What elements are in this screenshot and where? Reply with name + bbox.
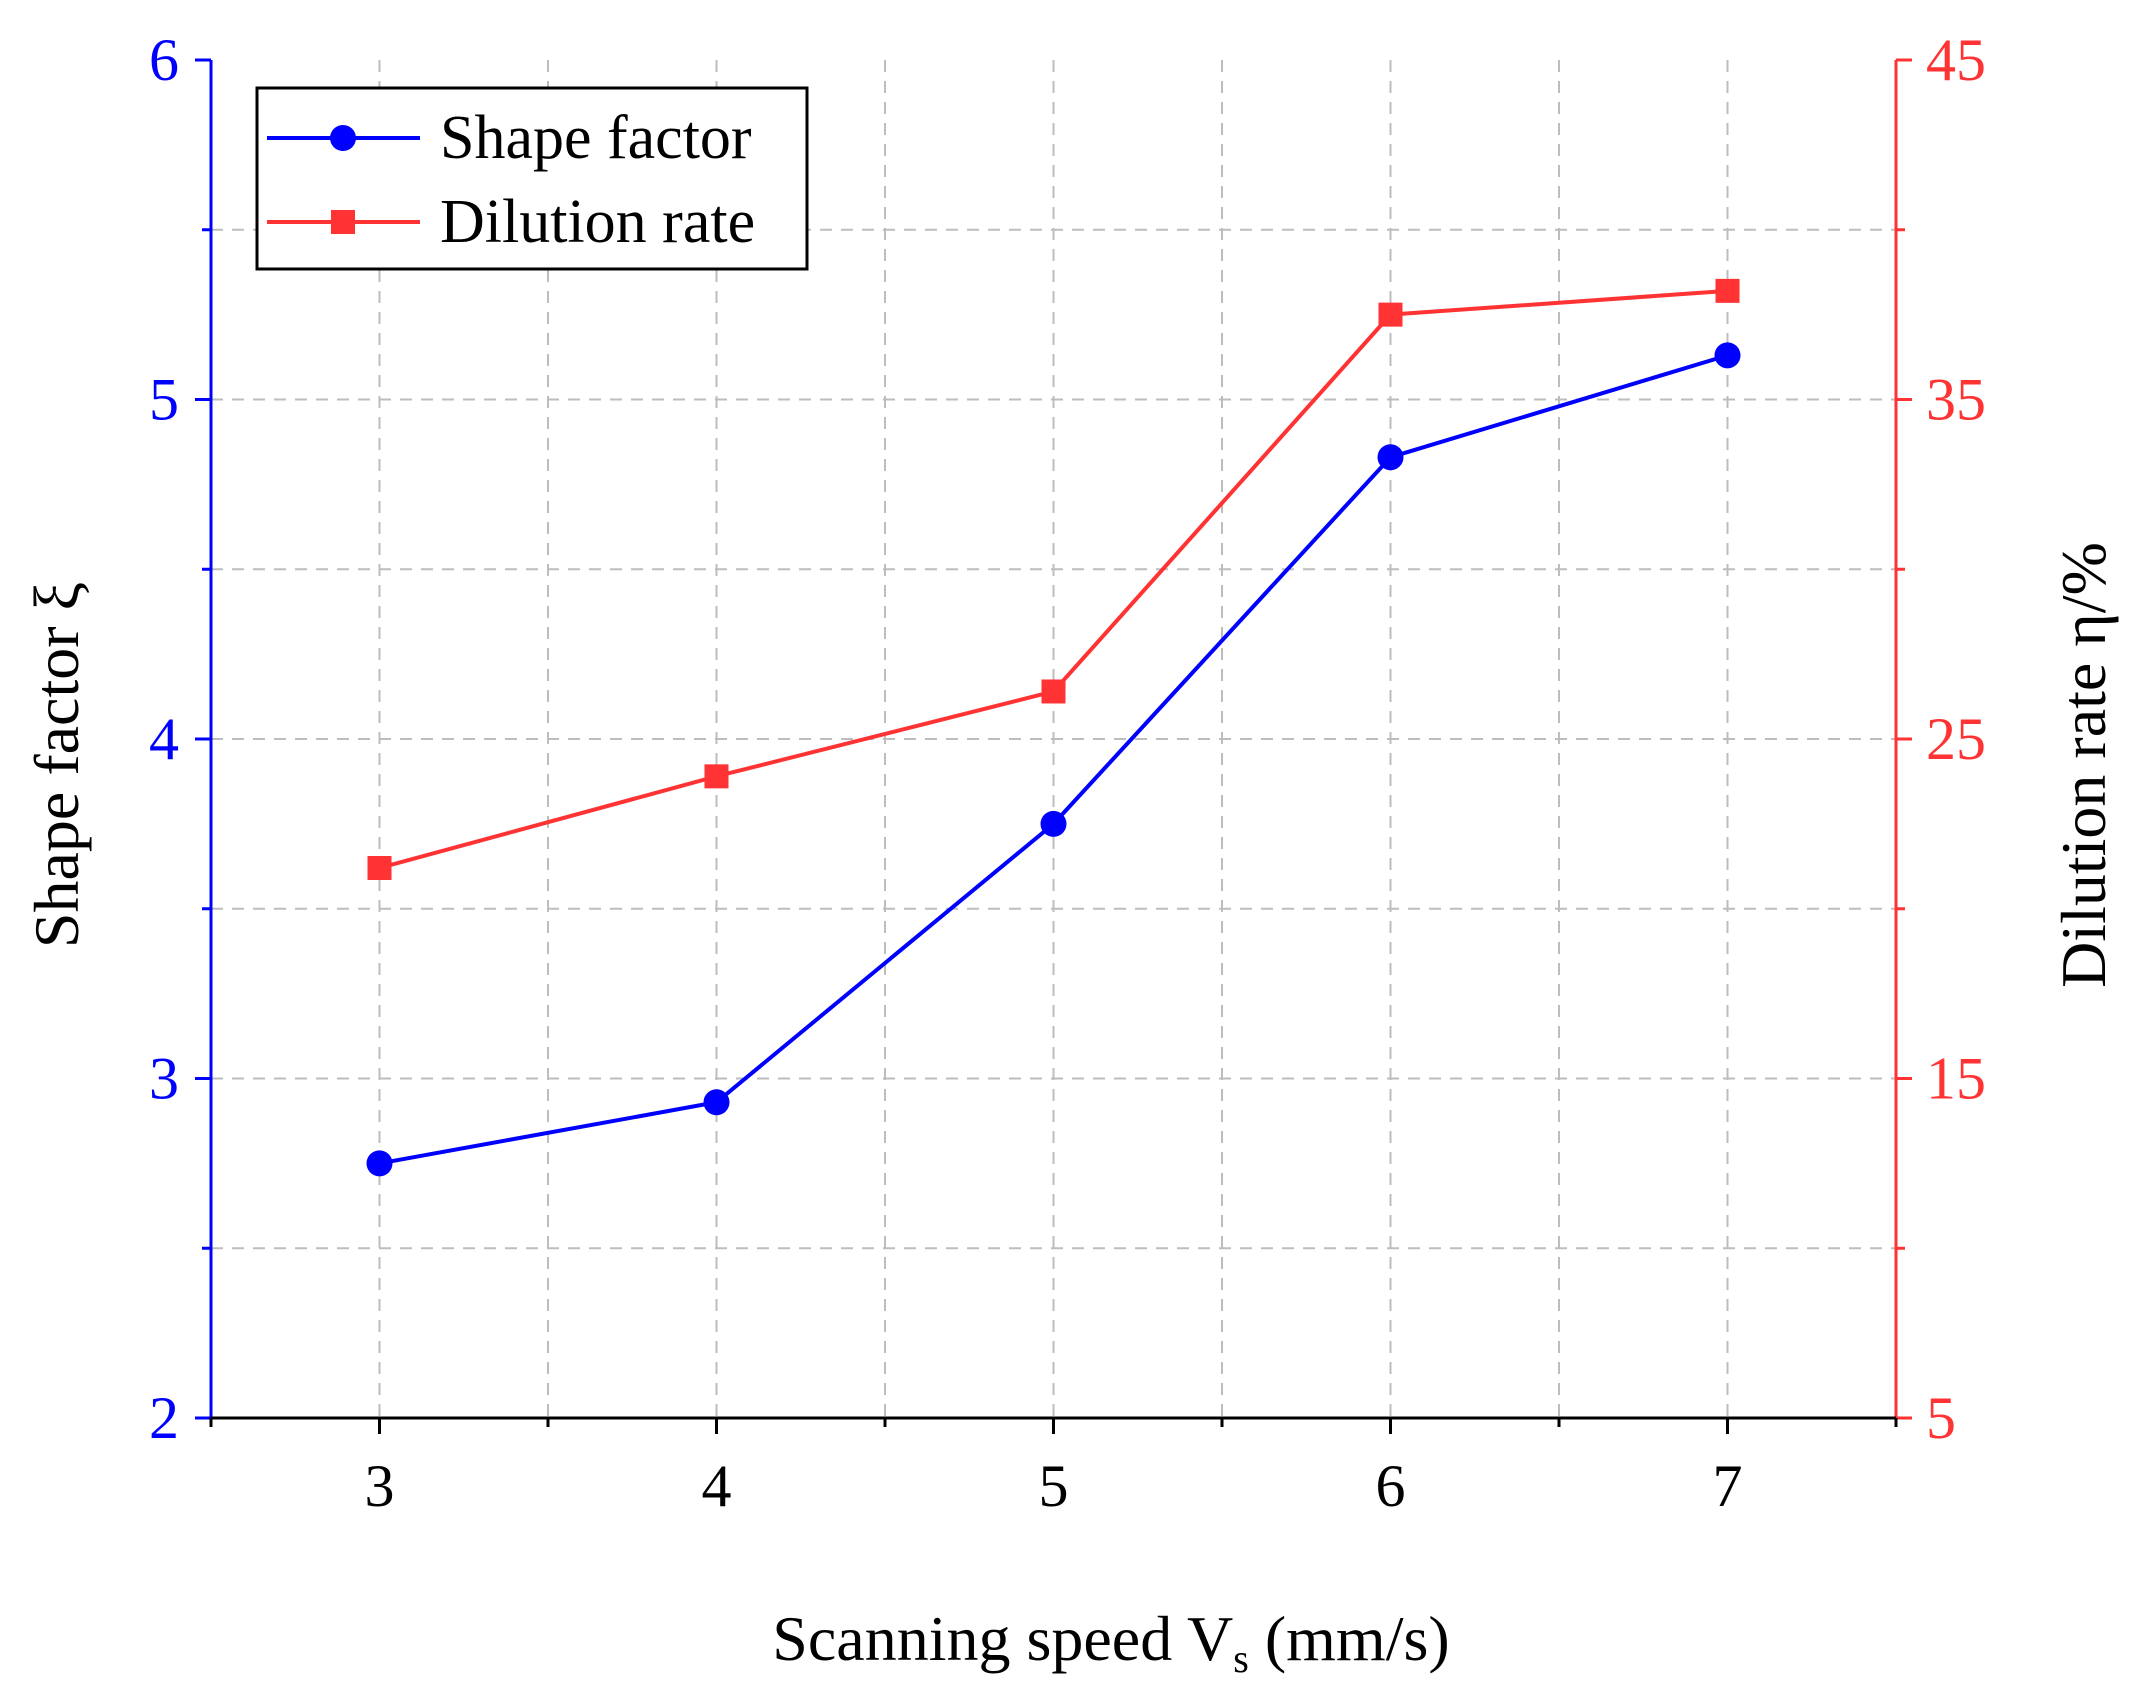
x-tick-label: 5 <box>1039 1453 1069 1519</box>
legend: Shape factor Dilution rate <box>255 86 809 271</box>
y-left-tick-label: 2 <box>149 1385 179 1451</box>
data-point-dilution-rate <box>1378 302 1403 327</box>
y-left-tick-label: 3 <box>149 1046 179 1112</box>
data-point-shape-factor <box>703 1089 730 1116</box>
y-right-tick-label: 45 <box>1926 27 1986 93</box>
data-point-shape-factor <box>366 1150 393 1177</box>
y-right-tick-label: 5 <box>1926 1385 1956 1451</box>
legend-marker-dilution-rate <box>331 210 355 234</box>
legend-label-shape-factor: Shape factor <box>440 104 752 172</box>
x-axis-title-main: Scanning speed V <box>772 1603 1233 1674</box>
x-tick-label: 3 <box>365 1453 395 1519</box>
legend-label-dilution-rate: Dilution rate <box>440 188 755 256</box>
x-axis-title: Scanning speed Vs (mm/s) <box>772 1603 1449 1681</box>
x-tick-label: 6 <box>1376 1453 1406 1519</box>
series-layer <box>366 278 1741 1177</box>
x-tick-label: 7 <box>1713 1453 1743 1519</box>
x-tick-label: 4 <box>702 1453 732 1519</box>
y-axis-left-title: Shape factor ξ <box>21 582 92 948</box>
x-axis-title-unit: (mm/s) <box>1249 1603 1450 1674</box>
data-point-dilution-rate <box>1715 278 1740 303</box>
data-point-shape-factor <box>1040 810 1067 837</box>
y-right-tick-label: 15 <box>1926 1046 1986 1112</box>
data-point-shape-factor <box>1377 444 1404 471</box>
legend-box <box>255 86 809 271</box>
data-point-dilution-rate <box>367 856 392 881</box>
grid <box>211 60 1896 1418</box>
x-axis-title-subscript: s <box>1233 1636 1249 1681</box>
y-right-tick-label: 35 <box>1926 367 1986 433</box>
legend-marker-shape-factor <box>330 125 356 151</box>
data-point-dilution-rate <box>1041 679 1066 704</box>
y-left-tick-label: 5 <box>149 367 179 433</box>
y-right-tick-label: 25 <box>1926 706 1986 772</box>
data-point-dilution-rate <box>704 764 729 789</box>
y-left-tick-label: 4 <box>149 706 179 772</box>
data-point-shape-factor <box>1714 342 1741 369</box>
y-left-tick-label: 6 <box>149 27 179 93</box>
y-axis-right-title: Dilution rate η/% <box>2048 542 2119 988</box>
